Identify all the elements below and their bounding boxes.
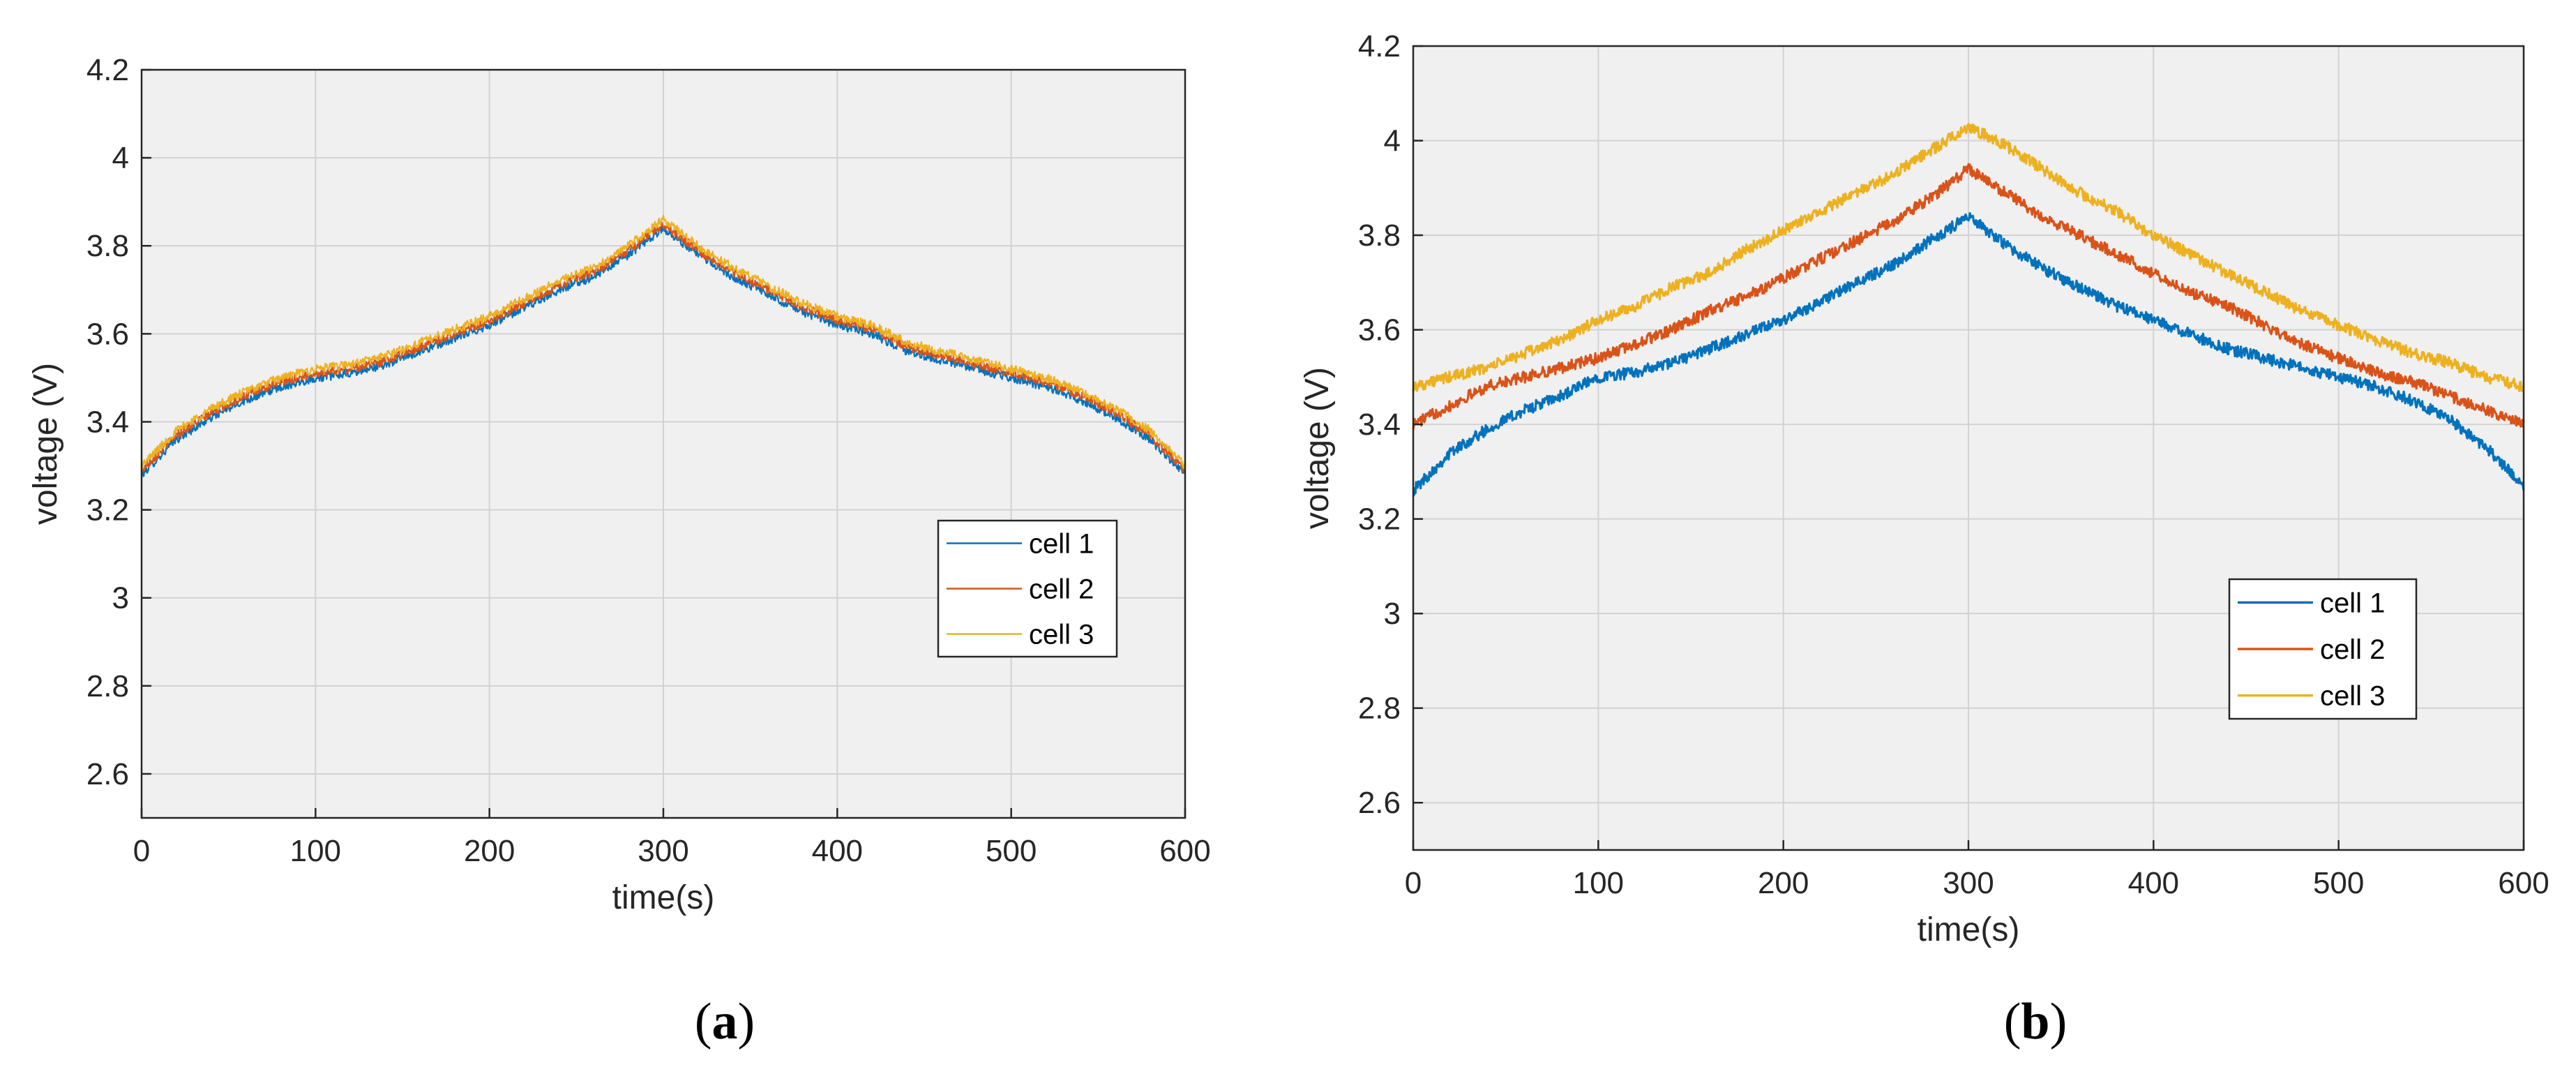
x-tick-label-100-b: 100 <box>1573 866 1624 900</box>
y-tick-label-0-a: 2.6 <box>86 757 129 791</box>
grid-a <box>142 70 1185 818</box>
ticks-a: 0 100 200 300 400 500 600 2.6 2.8 3 3.2 3.4 3.6 3.8 4 4… <box>86 53 1211 868</box>
legend-label-cell-1-b: cell 1 <box>2320 588 2385 618</box>
x-tick-label-300-b: 300 <box>1943 866 1994 900</box>
x-tick-label-300-a: 300 <box>638 834 688 868</box>
y-tick-label-6-b: 3.8 <box>1358 218 1401 253</box>
legend-label-cell-1-a: cell 1 <box>1029 529 1094 560</box>
y-tick-label-3-b: 3.2 <box>1358 502 1401 537</box>
legend-label-cell-2-a: cell 2 <box>1029 574 1094 605</box>
y-tick-label-3-a: 3.2 <box>86 493 129 528</box>
y-tick-label-5-b: 3.6 <box>1358 313 1401 348</box>
panel-label-b: (b) <box>2004 993 2067 1050</box>
legend-label-cell-2-b: cell 2 <box>2320 634 2385 665</box>
x-tick-label-0-b: 0 <box>1405 866 1422 900</box>
panel-letter-a: a <box>712 993 738 1050</box>
legend-label-cell-3-a: cell 3 <box>1029 620 1094 650</box>
y-tick-label-5-a: 3.6 <box>86 317 129 351</box>
grid-b <box>1413 46 2524 850</box>
x-tick-label-500-a: 500 <box>986 834 1037 868</box>
x-tick-label-400-b: 400 <box>2128 866 2179 900</box>
y-tick-label-4-b: 3.4 <box>1358 408 1401 442</box>
panel-letter-b: b <box>2021 993 2049 1050</box>
x-tick-label-0-a: 0 <box>133 834 150 868</box>
x-tick-label-400-a: 400 <box>812 834 863 868</box>
x-axis-title-a: time(s) <box>612 879 715 916</box>
legend-label-cell-3-b: cell 3 <box>2320 681 2385 712</box>
y-axis-title-a: voltage (V) <box>27 363 64 525</box>
y-tick-label-8-b: 4.2 <box>1358 29 1401 64</box>
y-tick-label-2-b: 3 <box>1384 597 1401 631</box>
y-tick-label-0-b: 2.6 <box>1358 786 1401 820</box>
panel-label-a: (a) <box>695 993 755 1050</box>
y-axis-title-b: voltage (V) <box>1299 367 1336 529</box>
chart-panel-a: 0 100 200 300 400 500 600 2.6 2.8 3 3.2 3.4 3.6 3.8 4 4… <box>27 53 1211 1050</box>
series-line-cell-2-b <box>1412 163 2525 430</box>
y-tick-label-7-b: 4 <box>1384 124 1401 158</box>
y-tick-label-2-a: 3 <box>112 581 129 616</box>
y-tick-label-8-a: 4.2 <box>86 53 129 87</box>
x-tick-label-200-a: 200 <box>464 834 515 868</box>
series-line-cell-1-a <box>140 226 1187 477</box>
x-tick-label-200-b: 200 <box>1758 866 1809 900</box>
y-tick-label-1-a: 2.8 <box>86 669 129 703</box>
ticks-b: 0 100 200 300 400 500 600 2.6 2.8 3 3.2 3.4 3.6 3.8 4 4… <box>1358 29 2549 900</box>
y-tick-label-4-a: 3.4 <box>86 405 129 439</box>
x-tick-label-600-b: 600 <box>2498 866 2549 900</box>
chart-panel-b: 0 100 200 300 400 500 600 2.6 2.8 3 3.2 3.4 3.6 3.8 4 4… <box>1299 29 2549 1050</box>
legend-b: cell 1 cell 2 cell 3 <box>2228 578 2418 720</box>
x-tick-label-600-a: 600 <box>1159 834 1210 868</box>
y-tick-label-7-a: 4 <box>112 141 129 175</box>
x-axis-title-b: time(s) <box>1918 911 2020 948</box>
y-tick-label-1-b: 2.8 <box>1358 692 1401 726</box>
series-a <box>140 214 1187 477</box>
series-line-cell-3-b <box>1412 123 2525 393</box>
y-tick-label-6-a: 3.8 <box>86 229 129 263</box>
x-tick-label-100-a: 100 <box>290 834 341 868</box>
legend-a: cell 1 cell 2 cell 3 <box>937 519 1118 658</box>
series-line-cell-1-b <box>1412 212 2525 497</box>
series-line-cell-3-a <box>140 214 1187 470</box>
series-b <box>1412 123 2525 497</box>
x-tick-label-500-b: 500 <box>2313 866 2364 900</box>
